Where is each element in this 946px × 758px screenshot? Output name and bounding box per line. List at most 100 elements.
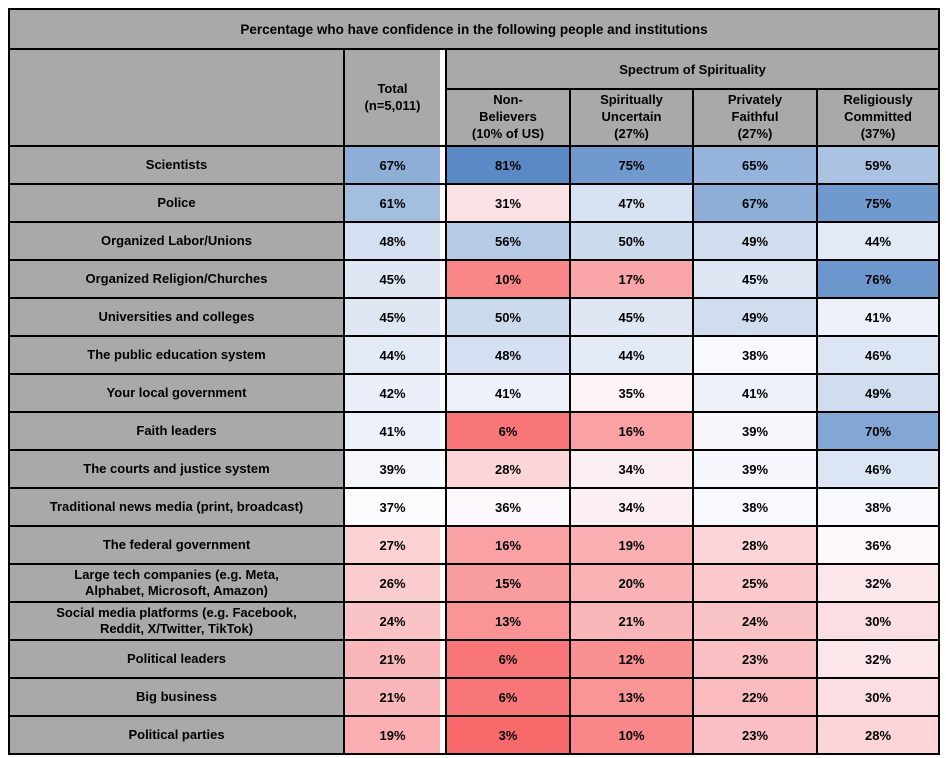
heatmap-cell: 24% <box>343 601 440 641</box>
heatmap-cell: 36% <box>815 525 941 565</box>
row-label: Police <box>8 183 345 223</box>
heatmap-cell: 49% <box>815 373 941 413</box>
column-gutter <box>440 48 447 147</box>
table-row: The public education system 44% 48% 44% 38% 4… <box>8 335 941 375</box>
heatmap-cell: 31% <box>445 183 571 223</box>
table-row: Big business 21% 6% 13% 22% 30% <box>8 677 941 717</box>
heatmap-cell: 38% <box>692 487 818 527</box>
heatmap-cell: 6% <box>445 677 571 717</box>
table-row: The federal government 27% 16% 19% 28% 36% <box>8 525 941 565</box>
row-label: Big business <box>8 677 345 717</box>
row-label: The courts and justice system <box>8 449 345 489</box>
heatmap-cell: 42% <box>343 373 440 413</box>
heatmap-cell: 75% <box>569 145 694 185</box>
column-gutter <box>440 525 447 565</box>
table-row: Organized Labor/Unions 48% 56% 50% 49% 44% <box>8 221 941 261</box>
heatmap-cell: 67% <box>692 183 818 223</box>
row-label: Faith leaders <box>8 411 345 451</box>
heatmap-cell: 38% <box>815 487 941 527</box>
column-header-total: Total (n=5,011) <box>343 48 440 147</box>
heatmap-cell: 28% <box>445 449 571 489</box>
heatmap-cell: 23% <box>692 715 818 755</box>
table-row: Organized Religion/Churches 45% 10% 17% 45% 7… <box>8 259 941 299</box>
heatmap-cell: 30% <box>815 677 941 717</box>
heatmap-cell: 46% <box>815 335 941 375</box>
heatmap-cell: 22% <box>692 677 818 717</box>
heatmap-cell: 17% <box>569 259 694 299</box>
column-header-spiritually-uncertain: Spiritually Uncertain (27%) <box>569 88 694 147</box>
table-row: Political parties 19% 3% 10% 23% 28% <box>8 715 941 755</box>
heatmap-cell: 10% <box>569 715 694 755</box>
heatmap-cell: 70% <box>815 411 941 451</box>
table-row: Social media platforms (e.g. Facebook, R… <box>8 601 941 641</box>
column-gutter <box>440 639 447 679</box>
column-gutter <box>440 601 447 641</box>
heatmap-body: Scientists 67% 81% 75% 65% 59% Police 61% 31% 47%… <box>8 145 941 755</box>
column-gutter <box>440 715 447 755</box>
row-label: Traditional news media (print, broadcast… <box>8 487 345 527</box>
heatmap-cell: 25% <box>692 563 818 603</box>
heatmap-cell: 81% <box>445 145 571 185</box>
column-header-religiously-committed: Religiously Committed (37%) <box>815 88 941 147</box>
row-label: Organized Labor/Unions <box>8 221 345 261</box>
column-gutter <box>440 183 447 223</box>
table-row: Large tech companies (e.g. Meta, Alphabe… <box>8 563 941 603</box>
heatmap-cell: 56% <box>445 221 571 261</box>
row-label: Large tech companies (e.g. Meta, Alphabe… <box>8 563 345 603</box>
subheader-row: Non- Believers (10% of US) Spiritually U… <box>9 88 941 147</box>
heatmap-cell: 44% <box>569 335 694 375</box>
table-row: The courts and justice system 39% 28% 34% 39… <box>8 449 941 489</box>
heatmap-cell: 39% <box>692 411 818 451</box>
heatmap-cell: 15% <box>445 563 571 603</box>
heatmap-cell: 61% <box>343 183 440 223</box>
heatmap-cell: 34% <box>569 487 694 527</box>
heatmap-cell: 46% <box>815 449 941 489</box>
heatmap-cell: 39% <box>343 449 440 489</box>
heatmap: Percentage who have confidence in the fo… <box>7 8 941 755</box>
row-label: Social media platforms (e.g. Facebook, R… <box>8 601 345 641</box>
heatmap-cell: 65% <box>692 145 818 185</box>
table-row: Faith leaders 41% 6% 16% 39% 70% <box>8 411 941 451</box>
heatmap-cell: 38% <box>692 335 818 375</box>
heatmap-cell: 41% <box>445 373 571 413</box>
corner-cell <box>8 48 345 147</box>
column-gutter <box>440 411 447 451</box>
row-label: The public education system <box>8 335 345 375</box>
heatmap-cell: 26% <box>343 563 440 603</box>
heatmap-cell: 41% <box>692 373 818 413</box>
heatmap-cell: 6% <box>445 411 571 451</box>
table-row: Political leaders 21% 6% 12% 23% 32% <box>8 639 941 679</box>
heatmap-cell: 3% <box>445 715 571 755</box>
heatmap-cell: 75% <box>815 183 941 223</box>
heatmap-cell: 23% <box>692 639 818 679</box>
heatmap-cell: 48% <box>445 335 571 375</box>
heatmap-cell: 28% <box>692 525 818 565</box>
heatmap-cell: 37% <box>343 487 440 527</box>
heatmap-cell: 44% <box>343 335 440 375</box>
table-row: Scientists 67% 81% 75% 65% 59% <box>8 145 941 185</box>
heatmap-cell: 21% <box>569 601 694 641</box>
table-row: Your local government 42% 41% 35% 41% 49% <box>8 373 941 413</box>
heatmap-cell: 50% <box>569 221 694 261</box>
group-header-row: Total (n=5,011) Spectrum of Spirituality <box>8 48 941 147</box>
heatmap-cell: 67% <box>343 145 440 185</box>
table-row: Universities and colleges 45% 50% 45% 49% 41% <box>8 297 941 337</box>
heatmap-cell: 45% <box>343 259 440 299</box>
heatmap-cell: 20% <box>569 563 694 603</box>
column-gutter <box>440 373 447 413</box>
heatmap-cell: 49% <box>692 221 818 261</box>
heatmap-cell: 24% <box>692 601 818 641</box>
heatmap-cell: 45% <box>569 297 694 337</box>
row-label: The federal government <box>8 525 345 565</box>
column-gutter <box>440 563 447 603</box>
heatmap-cell: 16% <box>569 411 694 451</box>
group-header-spectrum: Spectrum of Spirituality <box>444 48 941 90</box>
table-row: Police 61% 31% 47% 67% 75% <box>8 183 941 223</box>
heatmap-cell: 21% <box>343 677 440 717</box>
row-label: Political leaders <box>8 639 345 679</box>
title-row: Percentage who have confidence in the fo… <box>7 8 941 50</box>
column-gutter <box>440 297 447 337</box>
heatmap-cell: 32% <box>815 563 941 603</box>
heatmap-cell: 13% <box>569 677 694 717</box>
heatmap-cell: 35% <box>569 373 694 413</box>
